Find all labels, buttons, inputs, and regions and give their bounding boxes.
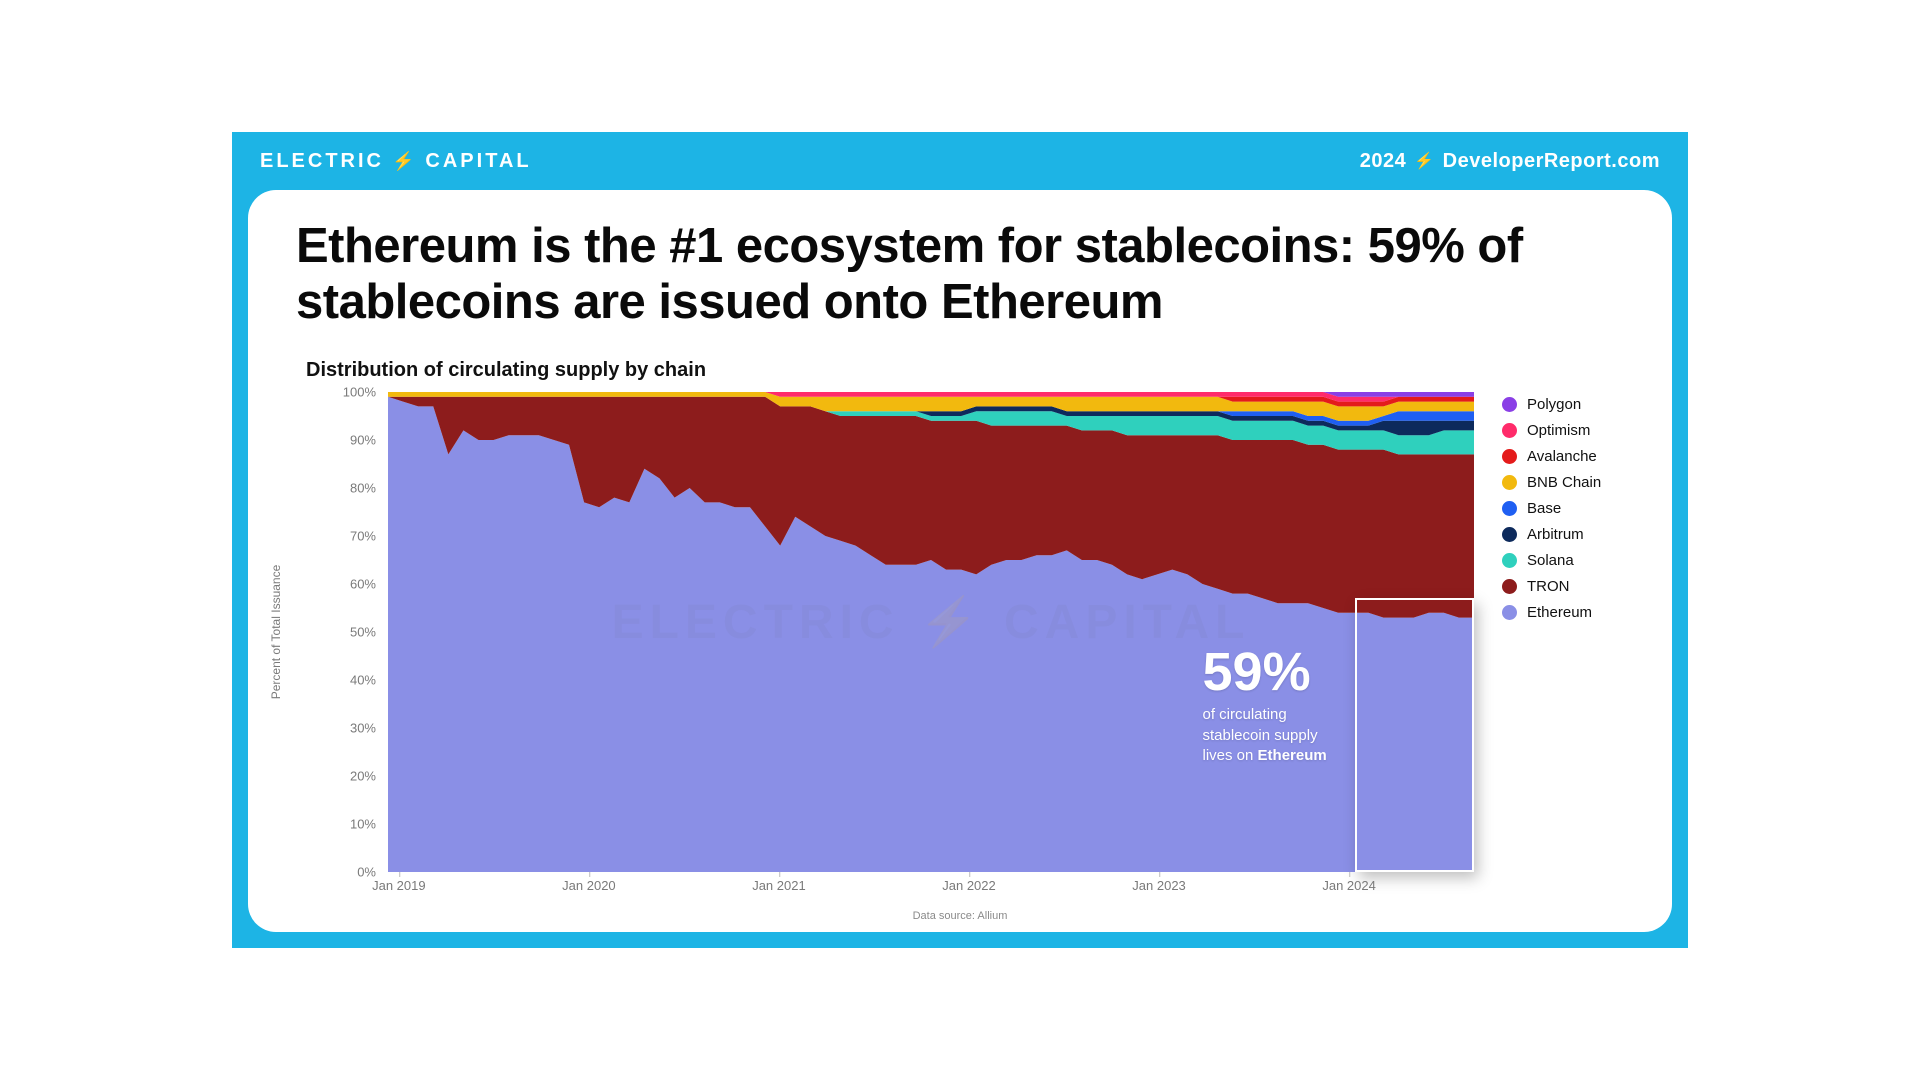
plot-region: ELECTRIC ⚡ CAPITAL 59% of circulating st… [388, 392, 1474, 872]
x-tick: Jan 2024 [1322, 878, 1376, 893]
legend-item: Optimism [1502, 422, 1624, 439]
legend-dot-icon [1502, 553, 1517, 568]
legend-dot-icon [1502, 397, 1517, 412]
header-year: 2024 [1360, 150, 1407, 173]
chart-subtitle: Distribution of circulating supply by ch… [306, 359, 1624, 382]
legend-label: Optimism [1527, 422, 1590, 439]
legend-item: BNB Chain [1502, 474, 1624, 491]
header-right: 2024 ⚡ DeveloperReport.com [1360, 150, 1660, 173]
header-site: DeveloperReport.com [1443, 150, 1660, 173]
data-source: Data source: Allium [296, 910, 1624, 922]
brand-left: ELECTRIC [260, 150, 384, 173]
y-tick: 80% [326, 480, 376, 495]
legend-label: TRON [1527, 578, 1570, 595]
legend-dot-icon [1502, 423, 1517, 438]
content-card: Ethereum is the #1 ecosystem for stablec… [248, 190, 1672, 932]
legend-dot-icon [1502, 501, 1517, 516]
legend-label: Base [1527, 500, 1561, 517]
y-tick: 60% [326, 576, 376, 591]
callout-text: of circulating stablecoin supply lives o… [1203, 705, 1383, 766]
legend-label: Solana [1527, 552, 1574, 569]
y-tick: 30% [326, 720, 376, 735]
y-tick: 40% [326, 672, 376, 687]
callout: 59% of circulating stablecoin supply liv… [1203, 645, 1383, 766]
legend-label: Avalanche [1527, 448, 1597, 465]
y-axis: 100%90%80%70%60%50%40%30%20%10%0% [296, 392, 388, 872]
legend-item: Base [1502, 500, 1624, 517]
legend: Polygon Optimism Avalanche BNB Chain Base Arb… [1474, 392, 1624, 872]
y-tick: 10% [326, 816, 376, 831]
brand-right: CAPITAL [425, 150, 531, 173]
chart-area: Percent of Total Issuance 100%90%80%70%6… [296, 392, 1624, 872]
y-tick: 20% [326, 768, 376, 783]
brand-logo: ELECTRIC ⚡ CAPITAL [260, 150, 532, 173]
legend-label: Ethereum [1527, 604, 1592, 621]
legend-dot-icon [1502, 579, 1517, 594]
page-title: Ethereum is the #1 ecosystem for stablec… [296, 218, 1624, 331]
x-tick: Jan 2020 [562, 878, 616, 893]
callout-percent: 59% [1203, 645, 1383, 699]
y-tick: 90% [326, 432, 376, 447]
legend-item: Polygon [1502, 396, 1624, 413]
lightning-icon: ⚡ [1414, 151, 1434, 171]
lightning-icon: ⚡ [392, 151, 417, 172]
y-tick: 50% [326, 624, 376, 639]
legend-dot-icon [1502, 605, 1517, 620]
x-tick: Jan 2019 [372, 878, 426, 893]
legend-item: Ethereum [1502, 604, 1624, 621]
legend-item: TRON [1502, 578, 1624, 595]
header-bar: ELECTRIC ⚡ CAPITAL 2024 ⚡ DeveloperRepor… [232, 132, 1688, 190]
x-tick: Jan 2022 [942, 878, 996, 893]
legend-item: Solana [1502, 552, 1624, 569]
legend-dot-icon [1502, 475, 1517, 490]
legend-dot-icon [1502, 449, 1517, 464]
x-tick: Jan 2021 [752, 878, 806, 893]
y-tick: 100% [326, 384, 376, 399]
y-tick: 0% [326, 864, 376, 879]
legend-item: Arbitrum [1502, 526, 1624, 543]
legend-item: Avalanche [1502, 448, 1624, 465]
x-tick: Jan 2023 [1132, 878, 1186, 893]
y-tick: 70% [326, 528, 376, 543]
legend-label: Arbitrum [1527, 526, 1584, 543]
legend-label: Polygon [1527, 396, 1581, 413]
stacked-area-svg [388, 392, 1474, 872]
legend-label: BNB Chain [1527, 474, 1601, 491]
legend-dot-icon [1502, 527, 1517, 542]
slide-frame: ELECTRIC ⚡ CAPITAL 2024 ⚡ DeveloperRepor… [232, 132, 1688, 948]
x-axis: Jan 2019Jan 2020Jan 2021Jan 2022Jan 2023… [388, 872, 1474, 902]
y-axis-label: Percent of Total Issuance [269, 564, 283, 699]
